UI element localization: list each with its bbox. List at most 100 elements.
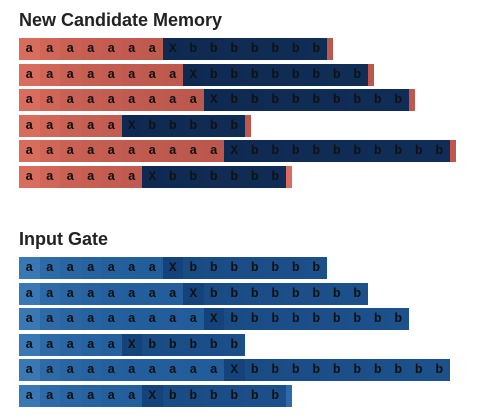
token-cell: X <box>183 282 204 305</box>
token-cell: b <box>388 89 409 111</box>
token-cell: b <box>224 308 245 330</box>
token-cell: b <box>306 282 327 305</box>
token-cell: b <box>285 257 306 279</box>
token-cell: b <box>265 359 286 381</box>
token-cell: a <box>101 89 122 111</box>
token-cell: b <box>347 359 368 381</box>
token-cell: a <box>60 359 81 381</box>
token-cell: b <box>285 308 306 330</box>
token-cell: b <box>306 63 327 86</box>
token-cell: a <box>101 140 122 162</box>
token-cell: b <box>265 257 286 279</box>
token-cell: b <box>367 140 388 162</box>
token-cell: a <box>60 63 81 86</box>
token-cell: b <box>306 89 327 111</box>
token-cell: b <box>306 359 327 381</box>
token-cell: a <box>80 165 101 188</box>
token-cell: a <box>101 308 122 330</box>
token-cell: X <box>162 38 183 60</box>
token-cell: a <box>142 359 163 381</box>
token-cell: a <box>121 63 142 86</box>
token-cell: b <box>265 63 286 86</box>
token-cell: a <box>162 63 183 86</box>
token-cell: a <box>183 140 204 162</box>
token-cell: a <box>80 38 101 60</box>
token-cell: b <box>244 308 265 330</box>
token-cell: b <box>326 308 347 330</box>
token-cell: a <box>183 359 204 381</box>
token-cell: a <box>101 38 122 60</box>
token-cell: b <box>162 333 183 356</box>
token-cell: a <box>19 63 40 86</box>
token-cell: b <box>367 89 388 111</box>
token-cell: a <box>39 63 60 86</box>
token-cell: a <box>162 140 183 162</box>
token-cell: a <box>121 89 142 111</box>
token-cell: a <box>60 38 81 60</box>
token-cell: a <box>39 38 60 60</box>
token-cell: a <box>142 282 163 305</box>
token-cell: a <box>80 63 101 86</box>
token-cell: X <box>121 333 142 356</box>
token-cell: b <box>285 63 306 86</box>
token-cell: a <box>39 282 60 305</box>
token-cell: a <box>80 384 101 407</box>
token-cell: a <box>39 359 60 381</box>
token-cell: b <box>224 89 245 111</box>
token-cell: b <box>265 308 286 330</box>
token-cell: b <box>203 63 224 86</box>
token-cell: b <box>265 384 286 407</box>
end-token-cell <box>408 89 415 111</box>
token-cell: b <box>183 333 204 356</box>
token-cell: a <box>162 282 183 305</box>
token-cell: a <box>121 140 142 162</box>
token-cell: a <box>101 282 122 305</box>
token-cell: a <box>60 333 81 356</box>
token-cell: b <box>265 89 286 111</box>
token-cell: a <box>39 165 60 188</box>
token-cell: X <box>203 89 224 111</box>
token-cell: b <box>162 114 183 137</box>
token-cell: b <box>285 282 306 305</box>
token-cell: a <box>121 165 142 188</box>
token-cell: a <box>80 257 101 279</box>
token-cell: a <box>60 257 81 279</box>
token-cell: b <box>224 333 245 356</box>
token-cell: b <box>244 63 265 86</box>
token-cell: b <box>142 114 163 137</box>
token-cell: b <box>183 114 204 137</box>
token-cell: a <box>142 89 163 111</box>
token-cell: a <box>39 257 60 279</box>
token-cell: b <box>224 384 245 407</box>
token-cell: b <box>408 140 429 162</box>
token-cell: b <box>326 359 347 381</box>
token-cell: a <box>60 384 81 407</box>
end-token-cell <box>285 165 292 188</box>
token-cell: a <box>121 282 142 305</box>
token-cell: b <box>347 63 368 86</box>
token-cell: a <box>39 384 60 407</box>
token-cell: b <box>347 89 368 111</box>
token-cell: b <box>142 333 163 356</box>
token-cell: a <box>19 140 40 162</box>
token-cell: a <box>183 308 204 330</box>
token-cell: b <box>429 140 450 162</box>
token-cell: a <box>203 140 224 162</box>
token-cell: a <box>19 384 40 407</box>
token-cell: b <box>388 359 409 381</box>
end-token-cell <box>367 63 374 86</box>
token-cell: a <box>19 38 40 60</box>
token-cell: b <box>388 308 409 330</box>
token-cell: a <box>60 308 81 330</box>
token-cell: b <box>347 140 368 162</box>
token-cell: b <box>347 308 368 330</box>
token-cell: a <box>80 359 101 381</box>
end-token-cell <box>285 384 292 407</box>
token-cell: b <box>244 165 265 188</box>
token-cell: b <box>285 38 306 60</box>
token-cell: b <box>244 38 265 60</box>
